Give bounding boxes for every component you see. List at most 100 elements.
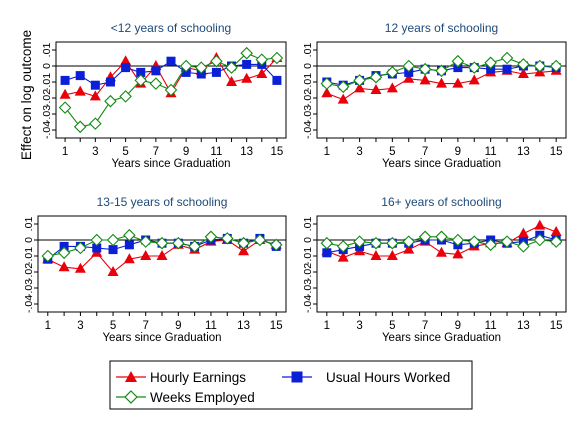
y-tick-label: 0: [302, 237, 314, 243]
data-point-weeks-employed: [549, 235, 563, 248]
data-point-weeks-employed: [194, 61, 208, 74]
legend-box: [109, 360, 473, 410]
data-point-hourly-earnings: [468, 74, 480, 85]
data-point-usual-hours-worked: [166, 56, 176, 66]
data-point-usual-hours-worked: [322, 248, 332, 258]
data-point-weeks-employed: [210, 54, 223, 68]
x-tick-label: 9: [455, 146, 461, 158]
data-point-weeks-employed: [255, 53, 269, 66]
data-point-weeks-employed: [336, 80, 350, 94]
data-point-usual-hours-worked: [136, 67, 146, 77]
legend: Hourly Earnings Usual Hours Worked Weeks…: [109, 360, 473, 410]
data-point-weeks-employed: [435, 64, 448, 78]
data-point-weeks-employed: [73, 120, 87, 134]
data-point-weeks-employed: [467, 235, 481, 248]
series-weeks-employed: [320, 230, 563, 253]
x-axis-label: Years since Graduation: [102, 332, 221, 344]
data-point-hourly-earnings: [419, 74, 431, 85]
data-point-weeks-employed: [149, 77, 163, 90]
data-point-hourly-earnings: [337, 251, 349, 262]
data-point-weeks-employed: [179, 59, 193, 73]
data-point-usual-hours-worked: [404, 67, 414, 77]
y-tick-label: .01: [302, 43, 314, 58]
data-point-weeks-employed: [500, 235, 514, 248]
x-tick-label: 11: [485, 146, 497, 158]
data-point-weeks-employed: [58, 101, 72, 114]
chart-panel-4: 16+ years of schooling .01 0 -.01-.02-.03-.…: [302, 195, 567, 344]
data-point-weeks-employed: [353, 74, 366, 87]
data-point-weeks-employed: [320, 77, 334, 90]
data-point-weeks-employed: [517, 58, 530, 71]
data-point-weeks-employed: [500, 51, 514, 65]
chart-panel-3: 13-15 years of schooling .01 0 -.01-.02-.03…: [23, 195, 287, 344]
chart-panel-2: 12 years of schooling .01 0 -.01-.02-.03-.0…: [302, 21, 567, 170]
data-point-weeks-employed: [386, 66, 399, 79]
data-point-weeks-employed: [353, 235, 366, 248]
data-point-weeks-employed: [369, 70, 383, 84]
x-tick-label: 15: [270, 320, 283, 332]
data-point-usual-hours-worked: [90, 80, 100, 90]
x-tick-label: 13: [240, 146, 253, 158]
legend-label-hourly-earnings: Hourly Earnings: [150, 370, 246, 385]
y-tick-label: -.02: [23, 263, 35, 281]
data-point-hourly-earnings: [89, 90, 101, 101]
y-tick-label: -.01: [41, 73, 53, 91]
x-tick-label: 13: [517, 320, 530, 332]
data-point-hourly-earnings: [452, 77, 464, 88]
x-tick-label: 5: [389, 320, 395, 332]
data-point-hourly-earnings: [59, 88, 71, 99]
data-point-usual-hours-worked: [124, 240, 134, 250]
y-tick-label: .01: [302, 217, 314, 232]
data-point-weeks-employed: [237, 236, 250, 250]
data-point-weeks-employed: [89, 117, 102, 130]
x-axis-label: Years since Graduation: [111, 158, 230, 170]
data-point-usual-hours-worked: [486, 64, 496, 74]
panel-title: 16+ years of schooling: [381, 195, 501, 209]
y-tick-label: 0: [23, 237, 35, 243]
y-tick-label: -.03: [41, 105, 53, 123]
data-point-hourly-earnings: [58, 261, 70, 272]
series-weeks-employed: [320, 51, 563, 94]
data-point-weeks-employed: [220, 232, 234, 245]
data-point-weeks-employed: [549, 59, 563, 73]
y-tick-label: -.04: [302, 295, 314, 313]
data-point-weeks-employed: [418, 62, 432, 76]
data-point-hourly-earnings: [321, 87, 333, 98]
data-point-usual-hours-worked: [453, 63, 463, 73]
data-point-weeks-employed: [172, 236, 185, 250]
data-point-hourly-earnings: [256, 68, 268, 78]
data-point-hourly-earnings: [226, 76, 238, 86]
data-point-hourly-earnings: [534, 219, 546, 230]
x-tick-label: 5: [110, 320, 116, 332]
data-point-weeks-employed: [123, 228, 136, 242]
data-point-weeks-employed: [402, 59, 416, 73]
data-point-hourly-earnings: [370, 84, 382, 94]
diamond-marker-icon: [124, 390, 138, 404]
y-tick-label: -.02: [41, 89, 53, 107]
data-point-weeks-employed: [402, 235, 416, 248]
data-point-hourly-earnings: [386, 250, 398, 260]
legend-label-usual-hours-worked: Usual Hours Worked: [326, 370, 450, 385]
data-point-usual-hours-worked: [242, 59, 252, 69]
data-point-weeks-employed: [517, 240, 530, 253]
x-tick-label: 1: [324, 320, 330, 332]
plot-frame: [316, 41, 567, 139]
panel-title: 13-15 years of schooling: [97, 195, 228, 209]
data-point-hourly-earnings: [550, 226, 562, 236]
series-weeks-employed: [41, 228, 283, 263]
x-tick-label: 7: [142, 320, 148, 332]
y-tick-label: -.01: [302, 73, 314, 91]
data-point-weeks-employed: [418, 230, 432, 244]
legend-label-weeks-employed: Weeks Employed: [150, 390, 255, 405]
data-point-usual-hours-worked: [196, 69, 206, 79]
data-point-usual-hours-worked: [151, 66, 161, 76]
x-tick-label: 11: [205, 320, 217, 332]
x-tick-label: 13: [517, 146, 530, 158]
y-tick-label: 0: [302, 63, 314, 69]
y-tick-label: -.03: [23, 279, 35, 297]
data-point-usual-hours-worked: [108, 245, 118, 255]
square-marker-icon: [291, 371, 303, 383]
data-point-hourly-earnings: [436, 246, 447, 257]
data-point-weeks-employed: [106, 233, 120, 247]
x-tick-label: 1: [62, 146, 68, 158]
